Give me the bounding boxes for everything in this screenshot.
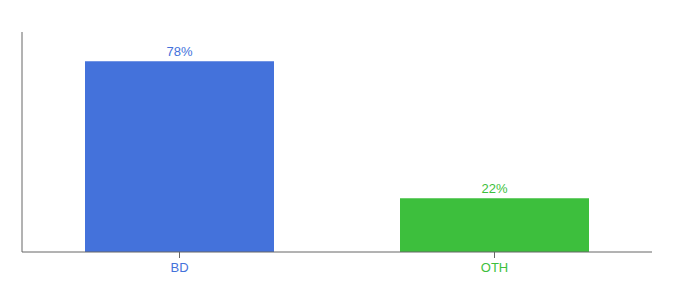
svg-text:22%: 22% [481,181,507,196]
svg-text:78%: 78% [166,44,192,59]
svg-text:OTH: OTH [481,260,508,275]
svg-text:BD: BD [170,260,188,275]
